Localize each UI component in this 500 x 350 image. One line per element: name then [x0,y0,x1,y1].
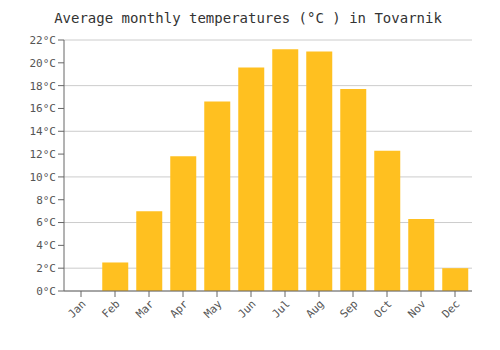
svg-text:Apr: Apr [167,297,191,321]
svg-text:6°C: 6°C [36,216,56,229]
svg-text:16°C: 16°C [30,102,57,115]
svg-text:22°C: 22°C [30,34,57,47]
svg-text:0°C: 0°C [36,285,56,298]
svg-text:20°C: 20°C [30,57,57,70]
svg-text:Mar: Mar [133,297,157,321]
svg-text:Dec: Dec [439,297,462,320]
svg-text:Feb: Feb [99,297,122,320]
svg-text:4°C: 4°C [36,239,56,252]
svg-text:Nov: Nov [405,297,429,321]
svg-text:Sep: Sep [337,297,360,320]
svg-text:14°C: 14°C [30,125,57,138]
svg-text:8°C: 8°C [36,194,56,207]
html-text:Average monthly temperatures (: Average monthly temperatures (°C ) in To… [54,10,442,26]
svg-text:12°C: 12°C [30,148,57,161]
svg-text:18°C: 18°C [30,80,57,93]
svg-text:Oct: Oct [371,297,394,320]
svg-text:2°C: 2°C [36,262,56,275]
svg-text:Jul: Jul [269,297,292,320]
svg-text:Aug: Aug [303,297,326,320]
svg-text:May: May [201,297,225,321]
svg-text:Jan: Jan [65,297,88,320]
svg-text:10°C: 10°C [30,171,57,184]
svg-text:Jun: Jun [235,297,258,320]
